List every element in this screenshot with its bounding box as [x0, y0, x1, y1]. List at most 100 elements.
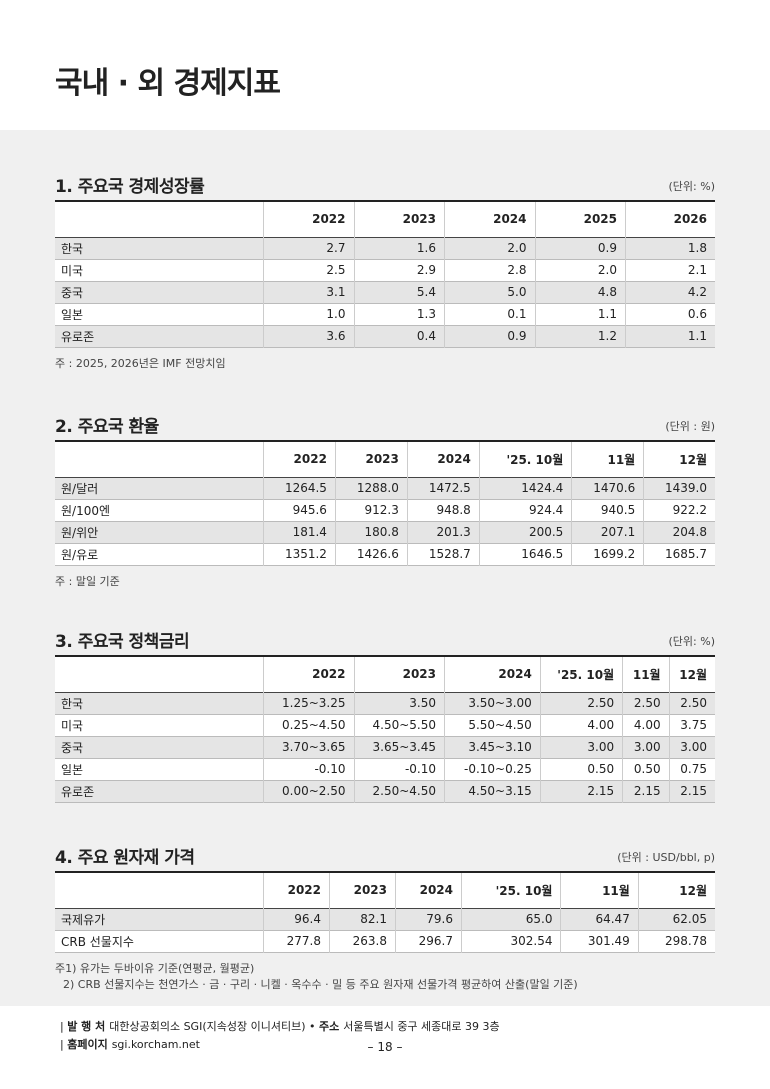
value-cell: 2.15: [622, 780, 670, 802]
value-cell: 2.7: [263, 237, 354, 259]
row-label: 원/100엔: [61, 503, 111, 518]
data-table: 2022 2023 2024 2025 2026 한국 2.7 1.6 2.0 0.9 1.8 미국 2…: [55, 200, 715, 348]
value-cell: 0.00~2.50: [263, 780, 354, 802]
row-label: 미국: [61, 263, 84, 278]
value-cell: 65.0: [460, 908, 561, 930]
value-cell: 1472.5: [406, 477, 480, 499]
row-label: 유로존: [61, 784, 95, 799]
header-cell: 2024: [406, 441, 480, 477]
page-title: 국내 · 외 경제지표: [55, 66, 281, 101]
value-cell: 1.6: [353, 237, 445, 259]
value-cell: 1699.2: [571, 543, 644, 565]
row-label: 국제유가: [61, 912, 106, 927]
value-cell: 924.4: [478, 499, 572, 521]
header-cell: 2024: [444, 201, 535, 237]
value-cell: 1426.6: [334, 543, 408, 565]
header-row: 2022 2023 2024'25. 10월 11월 12월: [55, 656, 715, 692]
note: 주 : 2025, 2026년은 IMF 전망치임: [55, 357, 226, 370]
value-cell: 4.8: [534, 281, 626, 303]
data-row: 원/위안 181.4 180.8 201.3 200.5 207.1 204.8: [55, 521, 715, 543]
header-cell: 2026: [625, 201, 715, 237]
value-cell: 1439.0: [643, 477, 715, 499]
table-head: 2022 2023 2024'25. 10월 11월 12월: [55, 656, 715, 692]
value-cell: 2.50: [668, 692, 715, 714]
value-cell: 96.4: [263, 908, 330, 930]
value-cell: 912.3: [334, 499, 408, 521]
value-cell: 1.1: [534, 303, 626, 325]
value-cell: 62.05: [637, 908, 715, 930]
value-cell: 1351.2: [263, 543, 336, 565]
value-cell: 1.1: [625, 325, 715, 347]
header-cell: 2024: [395, 872, 462, 908]
header-cell: 2023: [329, 872, 396, 908]
footer: | 발 행 처 대한상공회의소 SGI(지속성장 이니셔티브) • 주소 서울특별시…: [60, 1018, 500, 1054]
value-cell: 3.6: [263, 325, 354, 347]
data-row: CRB 선물지수 277.8 263.8 296.7 302.54 301.49 298.7…: [55, 930, 715, 952]
row-label: 일본: [61, 762, 84, 777]
section-title: 3. 주요국 정책금리: [55, 632, 190, 652]
value-cell: 0.25~4.50: [263, 714, 354, 736]
unit-label: (단위: %): [668, 635, 715, 648]
value-cell: 2.15: [539, 780, 623, 802]
row-label: 미국: [61, 718, 84, 733]
table-body: 국제유가 96.4 82.1 79.6 65.0 64.47 62.05 CRB 선물지수 27…: [55, 908, 715, 952]
value-cell: 922.2: [643, 499, 715, 521]
data-row: 일본 -0.10 -0.10 -0.10~0.25 0.50 0.50 0.75: [55, 758, 715, 780]
header-cell: [55, 201, 264, 237]
publisher: 대한상공회의소 SGI(지속성장 이니셔티브): [109, 1020, 306, 1033]
footer-line: | 홈페이지 sgi.korcham.net: [60, 1038, 200, 1051]
value-cell: 2.15: [668, 780, 715, 802]
value-cell: 1.3: [353, 303, 445, 325]
header-cell: 2022: [263, 872, 330, 908]
header-row: 2022 2023 2024 2025 2026: [55, 201, 715, 237]
value-cell: 4.00: [622, 714, 670, 736]
header-cell: 2024: [444, 656, 541, 692]
value-cell: 1.0: [263, 303, 354, 325]
table-body: 한국 1.25~3.25 3.50 3.50~3.00 2.50 2.50 2.50 미국 0.…: [55, 692, 715, 802]
value-cell: 940.5: [571, 499, 644, 521]
value-cell: 0.6: [625, 303, 715, 325]
section-title: 1. 주요국 경제성장률: [55, 177, 205, 197]
value-cell: 3.45~3.10: [444, 736, 541, 758]
value-cell: 277.8: [263, 930, 330, 952]
value-cell: 1424.4: [478, 477, 572, 499]
header-cell: 12월: [637, 872, 715, 908]
data-row: 원/달러 1264.5 1288.0 1472.5 1424.4 1470.6 1439.0: [55, 477, 715, 499]
value-cell: 0.75: [668, 758, 715, 780]
value-cell: 302.54: [460, 930, 561, 952]
value-cell: 207.1: [571, 521, 644, 543]
header-cell: 2023: [334, 441, 408, 477]
header-cell: [55, 656, 264, 692]
publisher-label: 발 행 처: [67, 1020, 106, 1033]
value-cell: 263.8: [329, 930, 396, 952]
header-cell: [55, 872, 264, 908]
data-table: 2022 2023 2024'25. 10월 11월 12월 국제유가 96.4 82.1 79…: [55, 871, 715, 953]
table-body: 원/달러 1264.5 1288.0 1472.5 1424.4 1470.6 1439.0…: [55, 477, 715, 565]
value-cell: 1.8: [625, 237, 715, 259]
header-cell: 2023: [353, 201, 445, 237]
value-cell: 0.50: [622, 758, 670, 780]
data-table: 2022 2023 2024'25. 10월 11월 12월 한국 1.25~3.25 3.5…: [55, 655, 715, 803]
data-row: 미국 0.25~4.50 4.50~5.50 5.50~4.50 4.00 4.00 3.7…: [55, 714, 715, 736]
notes: 주1) 유가는 두바이유 기준(연평균, 월평균) 2) CRB 선물지수는 천연…: [55, 961, 578, 993]
value-cell: 1288.0: [334, 477, 408, 499]
header-cell: 2022: [263, 441, 336, 477]
header-cell: 12월: [643, 441, 715, 477]
row-label: 한국: [61, 696, 84, 711]
address-label: 주소: [318, 1020, 340, 1033]
data-table: 2022 2023 2024'25. 10월 11월 12월 원/달러 1264.5 1288…: [55, 440, 715, 566]
data-row: 일본 1.0 1.3 0.1 1.1 0.6: [55, 303, 715, 325]
value-cell: 1264.5: [263, 477, 336, 499]
homepage[interactable]: sgi.korcham.net: [111, 1038, 200, 1051]
value-cell: 2.8: [444, 259, 535, 281]
value-cell: 1528.7: [406, 543, 480, 565]
value-cell: 0.9: [444, 325, 535, 347]
value-cell: 181.4: [263, 521, 336, 543]
value-cell: 1646.5: [478, 543, 572, 565]
header-cell: 2023: [353, 656, 445, 692]
data-row: 한국 2.7 1.6 2.0 0.9 1.8: [55, 237, 715, 259]
row-label: 원/위안: [61, 525, 99, 540]
value-cell: 948.8: [406, 499, 480, 521]
row-label: CRB 선물지수: [61, 934, 134, 949]
data-row: 원/100엔 945.6 912.3 948.8 924.4 940.5 922.2: [55, 499, 715, 521]
